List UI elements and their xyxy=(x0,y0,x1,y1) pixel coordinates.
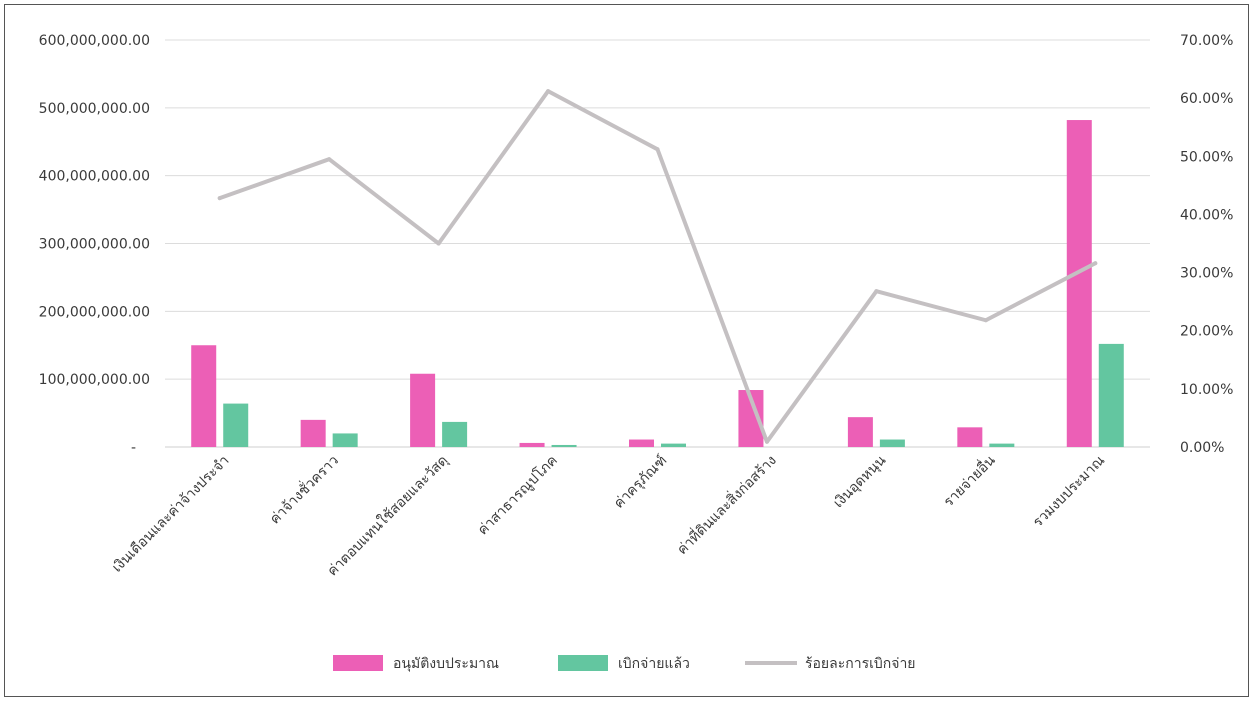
category-label: เงินอุดหนุน xyxy=(830,452,889,511)
left-axis-ticks: - 100,000,000.00 200,000,000.00 300,000,000… xyxy=(39,33,150,456)
category-label: รายจ่ายอื่น xyxy=(939,451,999,511)
category-labels: เงินเดือนและค่าจ้างประจำ ค่าจ้างชั่วคราวค… xyxy=(109,451,1108,580)
percent-point xyxy=(874,289,879,294)
approved-bar xyxy=(957,427,983,447)
percent-point xyxy=(983,318,988,323)
right-axis-ticks: 0.00% 10.00% 20.00% 30.00% 40.00% 50.00% 60.00… xyxy=(1180,33,1233,456)
disbursed-bar xyxy=(223,403,249,447)
disbursed-bar xyxy=(879,439,905,447)
right-tick-label: 60.00% xyxy=(1180,91,1233,107)
approved-bar xyxy=(629,439,654,447)
category-label: ค่าครุภัณฑ์ xyxy=(610,452,670,512)
percent-point xyxy=(764,439,769,444)
percent-point xyxy=(1093,261,1098,266)
left-tick-label: 200,000,000.00 xyxy=(39,304,150,320)
left-tick-label: 300,000,000.00 xyxy=(39,237,150,253)
legend-disbursed-swatch xyxy=(558,655,608,671)
disbursed-bar xyxy=(442,421,468,447)
percent-line-path xyxy=(217,89,1098,444)
category-label: รวมงบประมาณ xyxy=(1030,453,1108,531)
legend-label: ร้อยละการเบิกจ่าย xyxy=(805,656,916,672)
approved-bar xyxy=(300,419,326,447)
disbursed-bar xyxy=(551,444,577,447)
percent-point xyxy=(327,157,332,162)
legend-label: อนุมัติงบประมาณ xyxy=(393,656,499,672)
disbursed-bar xyxy=(332,433,358,447)
approved-bar xyxy=(410,373,436,447)
category-label: เงินเดือนและค่าจ้างประจำ xyxy=(109,453,232,576)
disbursed-bar xyxy=(989,443,1015,447)
legend-approved-swatch xyxy=(333,655,383,671)
disbursed-bar xyxy=(1098,343,1124,447)
approved-bar xyxy=(847,417,873,447)
left-tick-label: 400,000,000.00 xyxy=(39,169,150,185)
right-tick-label: 20.00% xyxy=(1180,324,1233,340)
legend: อนุมัติงบประมาณ เบิกจ่ายแล้ว ร้อยละการเบิก… xyxy=(333,655,916,672)
category-label: ค่าสาธารณูปโภค xyxy=(474,452,561,539)
bars xyxy=(191,120,1124,447)
percent-point xyxy=(436,241,441,246)
approved-bar xyxy=(191,345,217,447)
approved-bar xyxy=(519,442,545,447)
left-tick-label: - xyxy=(131,440,136,456)
right-tick-label: 50.00% xyxy=(1180,149,1233,165)
left-tick-label: 100,000,000.00 xyxy=(39,372,150,388)
left-tick-label: 600,000,000.00 xyxy=(39,33,150,49)
disbursed-bar xyxy=(661,443,686,447)
percent-point xyxy=(217,196,222,201)
right-tick-label: 0.00% xyxy=(1180,440,1224,456)
percent-line xyxy=(217,89,1098,444)
percent-point xyxy=(546,89,551,94)
approved-bar xyxy=(1066,120,1092,447)
category-label: ค่าจ้างชั่วคราว xyxy=(266,451,342,527)
right-tick-label: 30.00% xyxy=(1180,266,1233,282)
legend-label: เบิกจ่ายแล้ว xyxy=(618,656,690,672)
category-label: ค่าตอบแทนใช้สอยและวัสดุ xyxy=(324,452,452,580)
gridlines xyxy=(165,39,1150,380)
category-label: ค่าที่ดินและสิ่งก่อสร้าง xyxy=(673,451,780,558)
right-tick-label: 70.00% xyxy=(1180,33,1233,49)
percent-point xyxy=(655,147,660,152)
right-tick-label: 40.00% xyxy=(1180,207,1233,223)
left-tick-label: 500,000,000.00 xyxy=(39,101,150,117)
right-tick-label: 10.00% xyxy=(1180,382,1233,398)
